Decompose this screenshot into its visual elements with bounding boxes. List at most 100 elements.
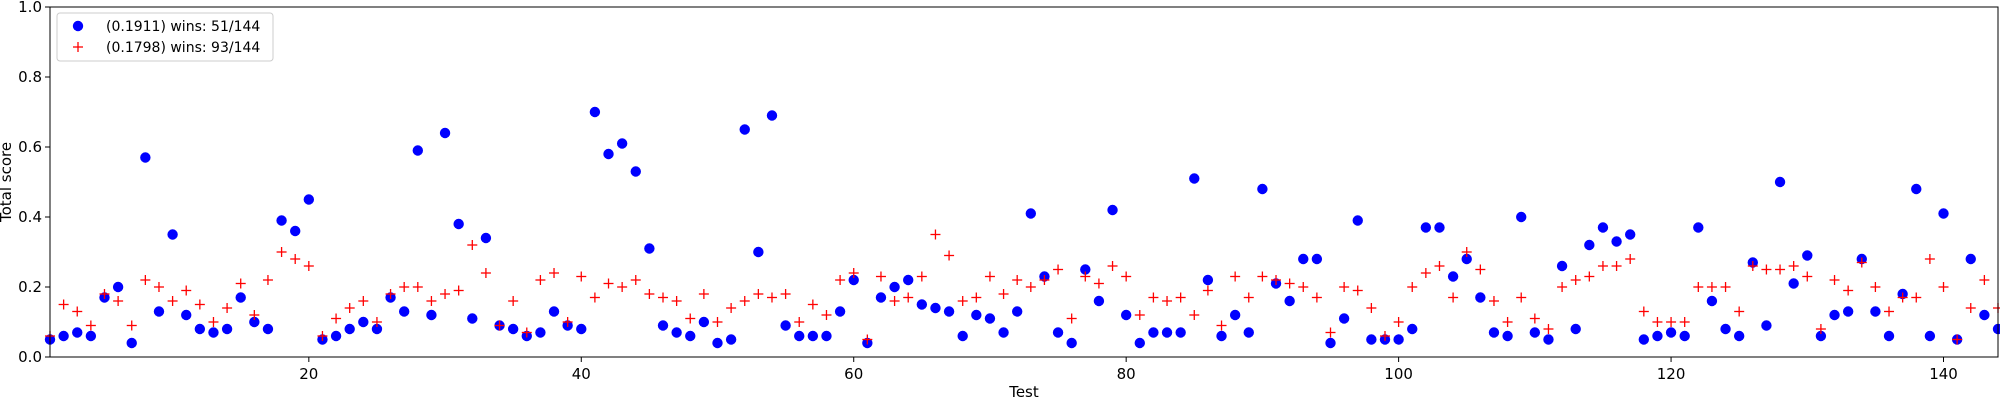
data-point-plus — [1788, 261, 1799, 271]
data-point-circle — [1052, 327, 1064, 338]
data-point-circle — [112, 281, 124, 293]
data-point-circle — [576, 323, 587, 335]
data-point-plus — [385, 289, 396, 299]
data-point-circle — [194, 323, 206, 335]
data-point-plus — [589, 292, 600, 303]
data-point-circle — [794, 330, 805, 342]
data-point-plus — [1938, 282, 1949, 292]
data-point-plus — [1638, 306, 1649, 317]
x-axis-label: Test — [1008, 383, 1039, 400]
y-tick-label: 0.8 — [18, 68, 42, 86]
data-point-plus — [984, 271, 995, 282]
data-point-plus — [658, 292, 669, 303]
data-point-circle — [1543, 334, 1554, 345]
data-point-plus — [576, 271, 587, 282]
data-point-plus — [99, 289, 110, 299]
data-point-circle — [916, 299, 928, 310]
data-point-circle — [998, 327, 1009, 338]
data-point-circle — [1420, 222, 1432, 233]
data-point-circle — [1870, 306, 1881, 317]
data-point-plus — [835, 275, 846, 285]
data-point-circle — [1788, 278, 1799, 289]
data-point-plus — [303, 261, 314, 271]
data-point-plus — [1815, 324, 1826, 334]
data-point-circle — [412, 145, 424, 156]
data-point-circle — [739, 124, 750, 135]
data-point-plus — [140, 275, 151, 285]
data-point-circle — [616, 138, 628, 149]
data-point-circle — [1992, 323, 2000, 335]
data-point-circle — [603, 148, 614, 160]
data-point-plus — [290, 254, 301, 264]
x-tick-label: 140 — [1929, 365, 1958, 383]
data-point-circle — [371, 323, 383, 335]
data-point-plus — [1352, 285, 1363, 296]
data-point-plus — [1993, 303, 2000, 313]
x-tick-label: 80 — [1117, 365, 1136, 383]
data-point-circle — [507, 323, 519, 335]
data-point-circle — [548, 306, 560, 317]
data-point-circle — [889, 281, 900, 293]
data-point-circle — [1134, 337, 1145, 349]
data-point-plus — [1189, 310, 1200, 320]
data-point-circle — [1011, 306, 1023, 317]
data-point-circle — [276, 215, 287, 226]
data-point-circle — [1624, 229, 1636, 240]
legend-marker-circle — [72, 20, 84, 32]
data-point-circle — [181, 309, 192, 321]
data-point-plus — [1625, 254, 1636, 264]
data-point-circle — [1938, 208, 1949, 219]
data-point-plus — [1284, 278, 1295, 289]
x-tick-label: 120 — [1657, 365, 1686, 383]
data-point-plus — [562, 317, 573, 327]
data-point-circle — [426, 309, 437, 321]
data-point-plus — [1570, 275, 1581, 285]
data-point-circle — [1597, 222, 1609, 233]
data-point-plus — [399, 282, 410, 292]
data-point-plus — [331, 313, 342, 324]
data-point-plus — [521, 327, 532, 338]
data-point-plus — [1761, 264, 1772, 275]
data-point-circle — [1665, 327, 1677, 338]
data-point-circle — [1802, 250, 1813, 261]
data-point-circle — [1516, 211, 1527, 223]
data-point-plus — [889, 296, 900, 306]
data-point-circle — [1080, 264, 1091, 275]
data-point-plus — [671, 296, 682, 306]
data-point-circle — [1311, 253, 1323, 265]
data-point-circle — [1679, 330, 1690, 342]
data-point-circle — [766, 110, 778, 121]
data-point-plus — [344, 303, 355, 313]
data-point-plus — [1407, 282, 1418, 292]
data-point-plus — [1952, 334, 1963, 345]
data-point-plus — [739, 296, 750, 306]
data-point-circle — [480, 232, 492, 244]
data-point-circle — [140, 152, 151, 163]
data-point-circle — [780, 320, 791, 331]
data-point-plus — [644, 289, 655, 299]
data-point-plus — [1611, 261, 1622, 271]
data-point-circle — [1774, 176, 1786, 188]
data-point-circle — [1447, 271, 1459, 282]
data-point-circle — [1883, 330, 1895, 342]
data-point-plus — [1706, 282, 1717, 292]
y-axis-label: Total score — [0, 142, 15, 223]
data-point-circle — [930, 302, 941, 314]
data-point-circle — [290, 225, 301, 237]
data-point-circle — [1148, 327, 1159, 338]
data-point-plus — [1775, 264, 1786, 275]
data-point-circle — [1652, 330, 1663, 342]
data-point-circle — [848, 274, 859, 286]
data-point-plus — [1529, 313, 1540, 324]
data-point-circle — [698, 316, 710, 328]
data-point-circle — [644, 243, 655, 254]
legend: (0.1911) wins: 51/144 (0.1798) wins: 93/… — [56, 12, 274, 62]
data-point-plus — [821, 310, 832, 320]
data-point-plus — [862, 334, 873, 345]
data-point-circle — [1584, 239, 1595, 251]
data-point-circle — [221, 323, 233, 335]
data-point-plus — [603, 278, 614, 289]
data-point-plus — [208, 317, 219, 327]
data-point-circle — [1216, 330, 1227, 342]
